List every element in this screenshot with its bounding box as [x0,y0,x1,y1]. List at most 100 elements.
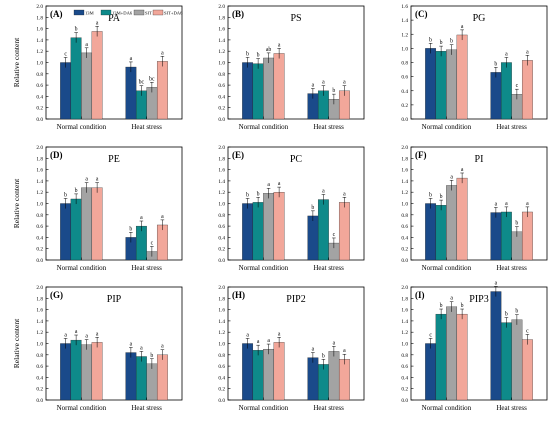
y-tick-label: 0.4 [401,375,408,381]
y-tick-label: 0.4 [401,89,408,95]
y-tick-label: 2.0 [218,145,225,151]
y-tick-label: 1.2 [218,330,225,336]
significance-label: bc [149,76,155,82]
y-tick-label: 0.0 [218,398,225,404]
significance-label: b [461,303,464,309]
x-tick-label: Heat stress [313,123,344,131]
x-tick-label: Heat stress [496,404,527,412]
y-tick-label: 1.6 [401,308,408,314]
y-tick-label: 1.6 [401,168,408,174]
significance-label: b [515,221,518,227]
chart-panel: 0.0 0.2 0.4 0.6 0.8 1.0 1.2 1.4 1.6 1.8 2.0 (B) PS b b… [218,4,365,131]
bar [435,313,447,401]
panel-letter: (G) [50,290,63,300]
x-tick-label: Normal condition [422,404,472,412]
legend-swatch [152,9,164,16]
y-tick-label: 1.8 [36,156,43,162]
bar [456,34,468,120]
bar [425,203,437,261]
significance-label: a [161,50,164,56]
y-tick-label: 0.4 [36,375,43,381]
bar [263,193,275,261]
significance-label: a [161,344,164,350]
significance-label: a [461,167,464,173]
y-tick-label: 1.2 [218,190,225,196]
y-tick-label: 1.0 [218,61,225,67]
y-tick-label: 1.0 [36,61,43,67]
bar [81,187,93,261]
significance-label: a [333,340,336,346]
significance-label: a [140,345,143,351]
significance-label: b [440,40,443,46]
significance-label: a [64,332,67,338]
y-tick-label: 0.8 [218,353,225,359]
chart-panel: 0.0 0.2 0.4 0.6 0.8 1.0 1.2 1.4 1.6 1.8 2.0 (I) PIP3… [401,280,548,412]
y-tick-label: 1.2 [36,190,43,196]
bar [456,313,468,401]
x-tick-label: Normal condition [239,264,289,272]
panel-letter: (I) [415,290,425,300]
bar [125,66,137,120]
bar [156,224,168,261]
bar [328,351,340,401]
y-tick-label: 0.0 [36,398,43,404]
chart-panel: 0.0 0.2 0.4 0.6 0.8 1.0 1.2 1.4 1.6 1.8 2.0 Relativ… [12,285,183,412]
significance-label: ab [266,47,272,53]
y-tick-label: 0.6 [36,224,43,230]
x-tick-label: Heat stress [131,123,162,131]
y-tick-label: 2.0 [36,4,43,10]
bar [317,364,329,401]
significance-label: b [64,192,67,198]
bar [500,62,512,120]
significance-label: a [495,280,498,286]
significance-label: b [246,51,249,57]
y-tick-label: 2.0 [218,285,225,291]
y-tick-label: 0.8 [36,72,43,78]
bar [263,348,275,401]
chart-panel: 0.0 0.2 0.4 0.6 0.8 1.0 1.2 1.4 1.6 1.8 2.0 (F) PI b b… [401,145,548,272]
y-tick-label: 1.4 [218,319,225,325]
y-tick-label: 1.6 [36,168,43,174]
y-tick-label: 0.4 [218,94,225,100]
bar [446,49,458,120]
significance-label: b [129,226,132,232]
y-tick-label: 1.4 [401,18,408,24]
bar [456,177,468,261]
bar [490,212,502,261]
y-tick-label: 0.2 [401,247,408,253]
panel-letter: (E) [232,150,244,160]
bar [317,199,329,261]
significance-label: a [140,215,143,221]
x-tick-label: Normal condition [239,404,289,412]
y-tick-label: 0.4 [218,375,225,381]
x-tick-label: Heat stress [313,264,344,272]
significance-label: c [64,51,67,57]
y-tick-label: 1.8 [401,156,408,162]
y-tick-label: 0.8 [401,353,408,359]
y-tick-label: 1.0 [401,342,408,348]
y-tick-label: 0.8 [36,213,43,219]
significance-label: b [75,188,78,194]
bar [425,48,437,120]
panel-letter: (B) [232,9,244,19]
bar [511,319,523,401]
y-tick-label: 0.8 [218,213,225,219]
panel-letter: (H) [232,290,245,300]
bar [146,363,158,401]
bar [490,291,502,401]
y-tick-label: 0.4 [218,235,225,241]
y-tick-label: 0.8 [218,72,225,78]
panel-title: PC [290,154,303,165]
significance-label: b [515,309,518,315]
significance-label: b [257,191,260,197]
significance-label: a [312,82,315,88]
significance-label: a [246,332,249,338]
significance-label: b [332,88,335,94]
y-tick-label: 0.2 [401,387,408,393]
significance-label: b [429,192,432,198]
significance-label: b [429,37,432,43]
y-tick-label: 0.4 [36,94,43,100]
y-tick-label: 1.8 [36,15,43,21]
legend-label: 13M+DA6 [112,11,133,16]
